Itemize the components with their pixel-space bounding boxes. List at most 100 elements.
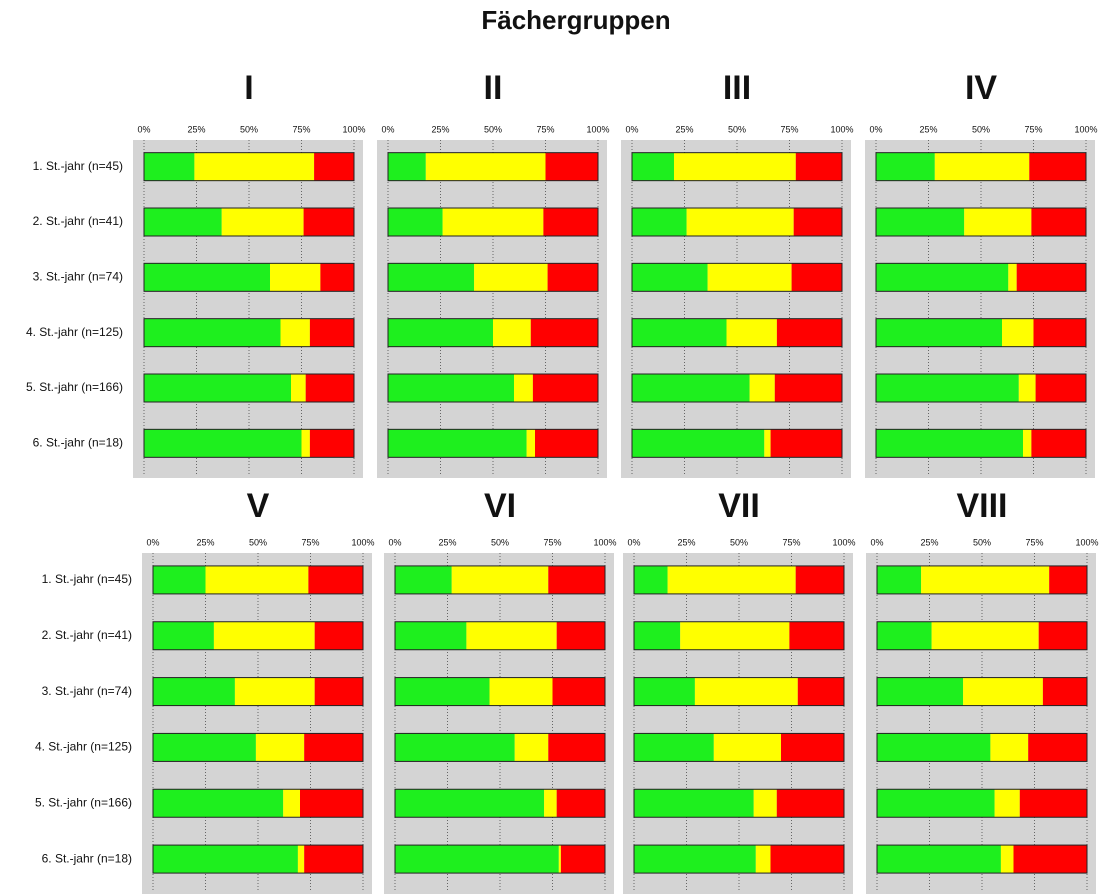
x-tick-label: 25%: [675, 124, 693, 134]
bar-segment: [1031, 429, 1086, 458]
category-label: 4. St.-jahr (n=125): [35, 740, 132, 754]
bar-segment: [632, 152, 674, 181]
bar-segment: [309, 429, 354, 458]
bar-outline: [875, 152, 1087, 182]
bar-segment: [489, 677, 553, 706]
bar-segment: [556, 621, 605, 650]
bar-segment: [781, 733, 844, 762]
bar-segment: [548, 733, 605, 762]
category-label: 3. St.-jahr (n=74): [33, 270, 123, 284]
bar-outline: [631, 262, 843, 292]
category-label: 2. St.-jahr (n=41): [33, 214, 123, 228]
bar-outline: [875, 373, 1087, 403]
panel-background: [133, 140, 363, 478]
bar-outline: [387, 428, 599, 458]
bar-outline: [631, 318, 843, 348]
bar-outline: [387, 207, 599, 237]
x-tick-label: 50%: [728, 124, 746, 134]
bar-segment: [309, 318, 354, 347]
x-tick-label: 50%: [484, 124, 502, 134]
x-tick-label: 50%: [491, 537, 509, 547]
bar-outline: [876, 565, 1088, 595]
bar-segment: [425, 152, 546, 181]
bar-outline: [143, 207, 355, 237]
x-tick-label: 100%: [593, 537, 616, 547]
category-label: 6. St.-jahr (n=18): [42, 851, 132, 865]
bar-segment: [305, 374, 354, 402]
bar-segment: [395, 677, 490, 706]
bar-segment: [395, 621, 467, 650]
x-tick-label: 75%: [780, 124, 798, 134]
x-tick-label: 100%: [586, 124, 609, 134]
bar-segment: [1028, 733, 1087, 762]
x-tick-label: 100%: [830, 124, 853, 134]
bar-segment: [395, 845, 559, 874]
bar-segment: [921, 565, 1050, 594]
bar-segment: [153, 621, 214, 650]
bar-segment: [153, 565, 206, 594]
bar-segment: [552, 677, 605, 706]
bar-outline: [633, 677, 845, 707]
x-tick-label: 50%: [730, 537, 748, 547]
bar-segment: [749, 374, 775, 402]
panel-background: [866, 553, 1096, 894]
bar-segment: [634, 845, 756, 874]
bar-outline: [394, 844, 606, 874]
bar-segment: [153, 733, 256, 762]
category-label: 1. St.-jahr (n=45): [42, 572, 132, 586]
panel-background: [623, 553, 853, 894]
bar-segment: [221, 208, 304, 236]
bar-outline: [152, 565, 364, 595]
x-tick-label: 50%: [973, 537, 991, 547]
bar-segment: [1033, 318, 1086, 347]
panel-title: II: [484, 69, 503, 107]
bar-outline: [394, 565, 606, 595]
bar-segment: [1049, 565, 1087, 594]
bar-segment: [547, 263, 598, 292]
x-tick-label: 75%: [782, 537, 800, 547]
x-tick-label: 100%: [1075, 537, 1098, 547]
bar-segment: [707, 263, 792, 292]
bar-segment: [153, 677, 235, 706]
bar-segment: [1042, 677, 1087, 706]
bar-segment: [990, 733, 1029, 762]
bar-segment: [314, 152, 354, 181]
bar-segment: [694, 677, 798, 706]
category-label: 6. St.-jahr (n=18): [33, 436, 123, 450]
bar-segment: [770, 429, 842, 458]
bar-outline: [143, 262, 355, 292]
bar-segment: [144, 318, 281, 347]
bar-segment: [395, 789, 545, 818]
bar-segment: [994, 789, 1020, 818]
panel-title: V: [247, 487, 270, 525]
x-tick-label: 25%: [438, 537, 456, 547]
bar-segment: [753, 789, 777, 818]
bar-segment: [632, 318, 727, 347]
x-tick-label: 50%: [972, 124, 990, 134]
figure-title: Fächergruppen: [481, 5, 670, 35]
bar-segment: [560, 845, 605, 874]
category-label: 3. St.-jahr (n=74): [42, 684, 132, 698]
bar-segment: [632, 374, 750, 402]
bar-segment: [466, 621, 557, 650]
bar-outline: [152, 621, 364, 651]
bar-segment: [797, 677, 844, 706]
bar-segment: [876, 374, 1019, 402]
bar-segment: [270, 263, 321, 292]
bar-segment: [774, 374, 842, 402]
bar-segment: [877, 733, 991, 762]
panel-background: [865, 140, 1095, 478]
bar-segment: [558, 845, 561, 874]
bar-segment: [1023, 429, 1032, 458]
bar-outline: [387, 373, 599, 403]
bar-segment: [234, 677, 315, 706]
bar-segment: [388, 152, 426, 181]
x-tick-label: 75%: [536, 124, 554, 134]
bar-segment: [634, 621, 681, 650]
bar-outline: [143, 428, 355, 458]
bar-segment: [726, 318, 777, 347]
bar-outline: [633, 565, 845, 595]
bar-segment: [1035, 374, 1086, 402]
bar-segment: [632, 208, 687, 236]
bar-outline: [631, 428, 843, 458]
